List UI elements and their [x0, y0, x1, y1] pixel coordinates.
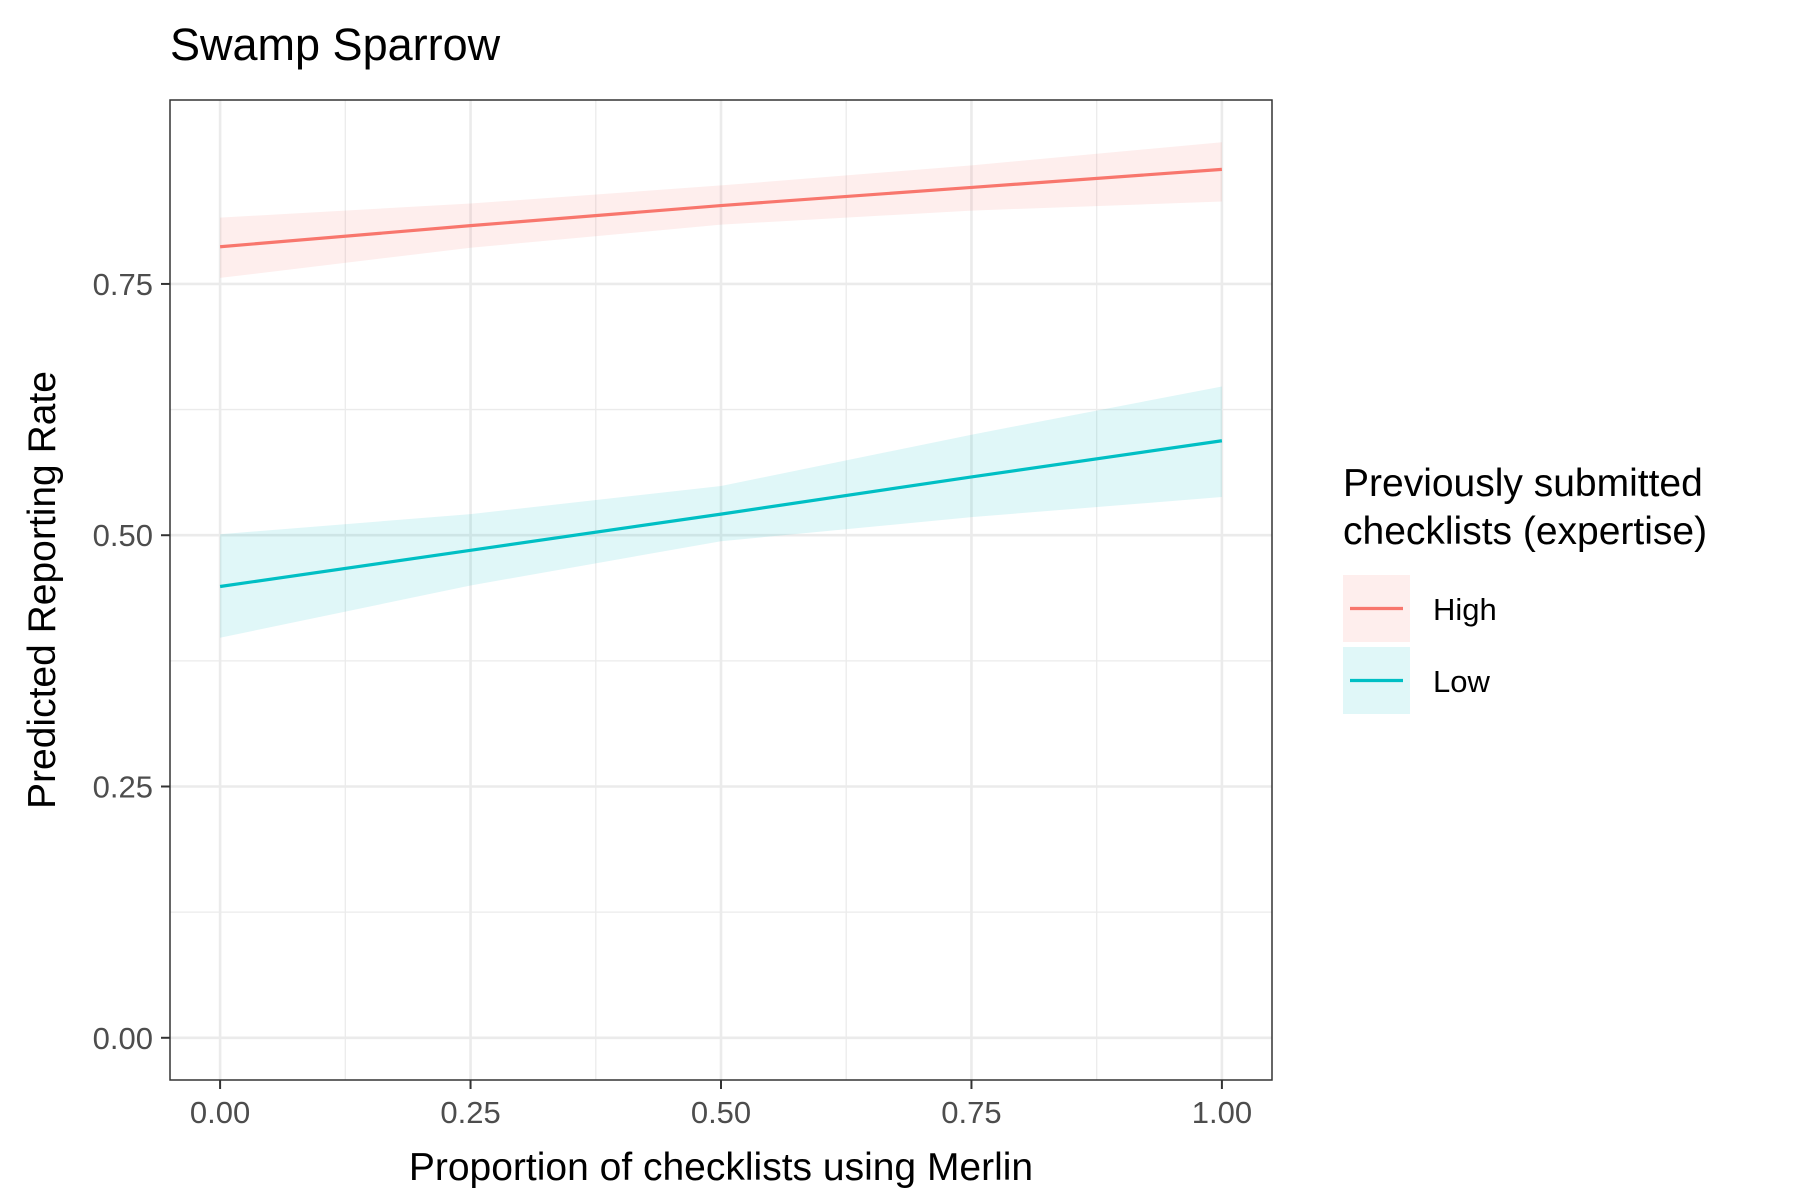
legend-title-line-2: checklists (expertise) [1343, 510, 1707, 553]
legend-title-line-1: Previously submitted [1343, 462, 1703, 505]
x-tick-label: 0.00 [190, 1095, 250, 1130]
chart-title: Swamp Sparrow [170, 19, 501, 70]
ribbon-high [220, 142, 1222, 278]
legend-items: High Low [1343, 575, 1497, 714]
y-tick-label: 0.00 [93, 1021, 153, 1056]
x-tick-label: 0.25 [440, 1095, 500, 1130]
confidence-ribbons [220, 142, 1222, 638]
x-tick-label: 0.75 [941, 1095, 1001, 1130]
legend-label-high: High [1433, 592, 1497, 627]
y-tick-label: 0.50 [93, 518, 153, 553]
series-lines [219, 167, 1223, 589]
x-axis-title: Proportion of checklists using Merlin [409, 1146, 1033, 1189]
x-axis: 0.00 0.25 0.50 0.75 1.00 [190, 1080, 1252, 1130]
y-axis-title: Predicted Reporting Rate [21, 371, 64, 809]
series-line-low [219, 439, 1223, 589]
y-axis: 0.00 0.25 0.50 0.75 [93, 267, 170, 1056]
series-line-high [219, 167, 1223, 249]
y-tick-label: 0.25 [93, 770, 153, 805]
grid-major [170, 100, 1272, 1080]
ribbon-low [220, 386, 1222, 638]
legend-label-low: Low [1433, 664, 1490, 699]
plot-area [169, 99, 1273, 1081]
x-tick-label: 0.50 [691, 1095, 751, 1130]
legend: Previously submitted checklists (experti… [1343, 462, 1707, 714]
x-tick-label: 1.00 [1192, 1095, 1252, 1130]
y-tick-label: 0.75 [93, 267, 153, 302]
